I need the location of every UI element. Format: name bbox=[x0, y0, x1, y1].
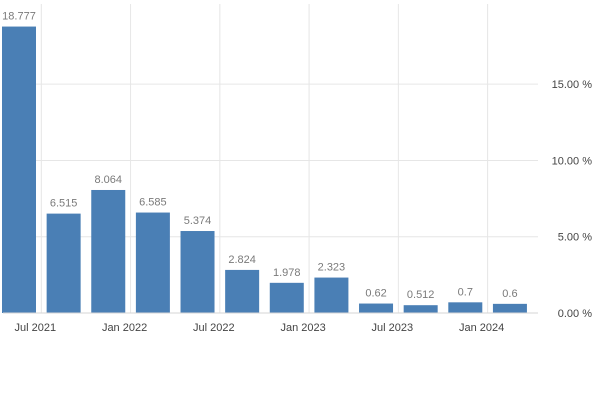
x-tick-label: Jul 2023 bbox=[372, 322, 414, 334]
bar[interactable] bbox=[448, 302, 483, 313]
data-label: 0.6 bbox=[502, 288, 517, 300]
bar[interactable] bbox=[314, 277, 349, 313]
bar[interactable] bbox=[492, 303, 527, 313]
data-label: 8.064 bbox=[94, 174, 122, 186]
data-label: 6.515 bbox=[50, 198, 78, 210]
data-label: 0.7 bbox=[458, 286, 473, 298]
data-label: 18.777 bbox=[2, 11, 36, 23]
y-tick-label: 5.00 % bbox=[558, 232, 592, 244]
data-label: 0.62 bbox=[365, 288, 386, 300]
axis-layer: 0.00 % 5.00 % 10.00 % 15.00 % Jul 2021 Jan 20… bbox=[3, 79, 592, 334]
y-tick-label: 15.00 % bbox=[552, 79, 593, 91]
data-label: 1.978 bbox=[273, 267, 301, 279]
x-tick-label: Jan 2022 bbox=[102, 322, 147, 334]
data-label: 2.824 bbox=[228, 254, 256, 266]
data-label: 2.323 bbox=[318, 262, 346, 274]
x-tick-label: Jan 2023 bbox=[280, 322, 325, 334]
grid-layer bbox=[3, 4, 538, 313]
data-label: 0.512 bbox=[407, 289, 435, 301]
bar[interactable] bbox=[269, 282, 304, 313]
y-tick-label: 10.00 % bbox=[552, 155, 593, 167]
data-label: 5.374 bbox=[184, 215, 212, 227]
bar[interactable] bbox=[2, 26, 36, 313]
x-tick-label: Jul 2021 bbox=[15, 322, 57, 334]
bar[interactable] bbox=[180, 231, 215, 313]
data-label: 6.585 bbox=[139, 197, 167, 209]
bar[interactable] bbox=[225, 269, 260, 313]
x-tick-label: Jul 2022 bbox=[193, 322, 235, 334]
bar[interactable] bbox=[46, 213, 81, 313]
bar[interactable] bbox=[91, 189, 126, 313]
bar-layer bbox=[2, 26, 527, 313]
data-label-layer: 18.777 6.515 8.064 6.585 5.374 2.824 1.978 2.32… bbox=[2, 11, 517, 302]
y-tick-label: 0.00 % bbox=[558, 308, 592, 320]
bar[interactable] bbox=[135, 212, 170, 313]
x-tick-label: Jan 2024 bbox=[459, 322, 504, 334]
bar[interactable] bbox=[403, 305, 438, 313]
bar[interactable] bbox=[359, 303, 394, 313]
